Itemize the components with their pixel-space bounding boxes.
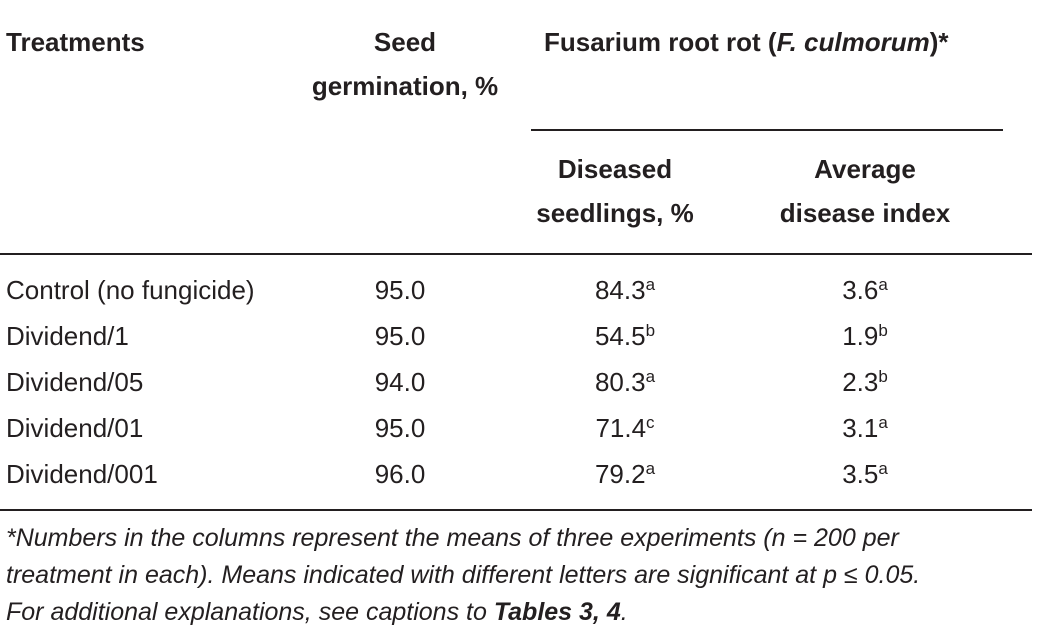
header-index-line1: Average: [814, 154, 916, 184]
header-diseased-seedlings: Diseased seedlings, %: [520, 147, 710, 235]
cell-diseased: 54.5b: [555, 321, 695, 351]
diseased-letter: c: [646, 413, 655, 432]
index-letter: a: [878, 459, 888, 478]
cell-germination: 96.0: [374, 459, 426, 489]
index-value: 3.6: [842, 275, 879, 305]
header-seed-germination: Seed germination, %: [290, 20, 520, 108]
diseased-value: 80.3: [594, 367, 646, 397]
cell-diseased: 79.2a: [555, 459, 695, 489]
table-row: Dividend/05 94.0 80.3a 2.3b: [0, 367, 1040, 413]
cell-germination: 95.0: [374, 321, 426, 351]
table-row: Dividend/001 96.0 79.2a 3.5a: [0, 459, 1040, 505]
index-letter: b: [878, 367, 888, 386]
index-letter: a: [878, 275, 888, 294]
group-suffix: )*: [929, 27, 949, 57]
header-fusarium-group: Fusarium root rot (F. culmorum)*: [544, 20, 948, 64]
cell-treatment: Dividend/1: [6, 321, 129, 351]
index-value: 3.5: [842, 459, 879, 489]
cell-germination: 95.0: [374, 413, 426, 443]
cell-treatment: Control (no fungicide): [6, 275, 255, 305]
diseased-value: 54.5: [594, 321, 646, 351]
diseased-value: 84.3: [594, 275, 646, 305]
cell-index: 3.1a: [795, 413, 935, 443]
diseased-letter: a: [645, 459, 656, 478]
footnote-line2: treatment in each). Means indicated with…: [6, 561, 921, 589]
cell-treatment: Dividend/001: [6, 459, 158, 489]
header-seed-line1: Seed: [373, 27, 437, 57]
header-treatments: Treatments: [6, 27, 145, 57]
cell-index: 2.3b: [795, 367, 935, 397]
cell-treatment: Dividend/05: [6, 367, 144, 397]
table-row: Dividend/01 95.0 71.4c 3.1a: [0, 413, 1040, 459]
footnote-line1: *Numbers in the columns represent the me…: [6, 524, 899, 552]
cell-treatment: Dividend/01: [6, 413, 144, 443]
diseased-letter: a: [645, 275, 656, 294]
index-value: 1.9: [842, 321, 879, 351]
header-bottom-rule: [0, 253, 1032, 255]
cell-index: 3.6a: [795, 275, 935, 305]
header-average-disease-index: Average disease index: [740, 147, 990, 235]
cell-germination: 95.0: [374, 275, 426, 305]
index-letter: a: [878, 413, 888, 432]
table-row: Dividend/1 95.0 54.5b 1.9b: [0, 321, 1040, 367]
table-row: Control (no fungicide) 95.0 84.3a 3.6a: [0, 275, 1040, 321]
footnote-line3: For additional explanations, see caption…: [6, 594, 1036, 631]
cell-diseased: 71.4c: [555, 413, 695, 443]
footnote-line3-suffix: .: [620, 598, 628, 626]
cell-germination: 94.0: [374, 367, 426, 397]
table-bottom-rule: [0, 509, 1032, 511]
header-diseased-line1: Diseased: [557, 154, 673, 184]
cell-diseased: 80.3a: [555, 367, 695, 397]
footnote-table-refs: Tables 3, 4: [493, 598, 621, 626]
table-body: Control (no fungicide) 95.0 84.3a 3.6a D…: [0, 275, 1040, 505]
index-letter: b: [878, 321, 888, 340]
diseased-value: 71.4: [595, 413, 647, 443]
diseased-value: 79.2: [594, 459, 646, 489]
footnote-line3-prefix: For additional explanations, see caption…: [6, 598, 494, 626]
header-index-line2: disease index: [779, 198, 951, 228]
index-value: 3.1: [842, 413, 879, 443]
cell-index: 3.5a: [795, 459, 935, 489]
diseased-letter: b: [645, 321, 656, 340]
cell-index: 1.9b: [795, 321, 935, 351]
group-italic: F. culmorum: [776, 27, 930, 57]
header-diseased-line2: seedlings, %: [536, 198, 694, 228]
header-seed-line2: germination, %: [311, 71, 499, 101]
cell-diseased: 84.3a: [555, 275, 695, 305]
footnote: *Numbers in the columns represent the me…: [6, 520, 1036, 631]
group-underline: [531, 129, 1003, 131]
index-value: 2.3: [842, 367, 879, 397]
group-prefix: Fusarium root rot (: [544, 27, 777, 57]
diseased-letter: a: [645, 367, 656, 386]
